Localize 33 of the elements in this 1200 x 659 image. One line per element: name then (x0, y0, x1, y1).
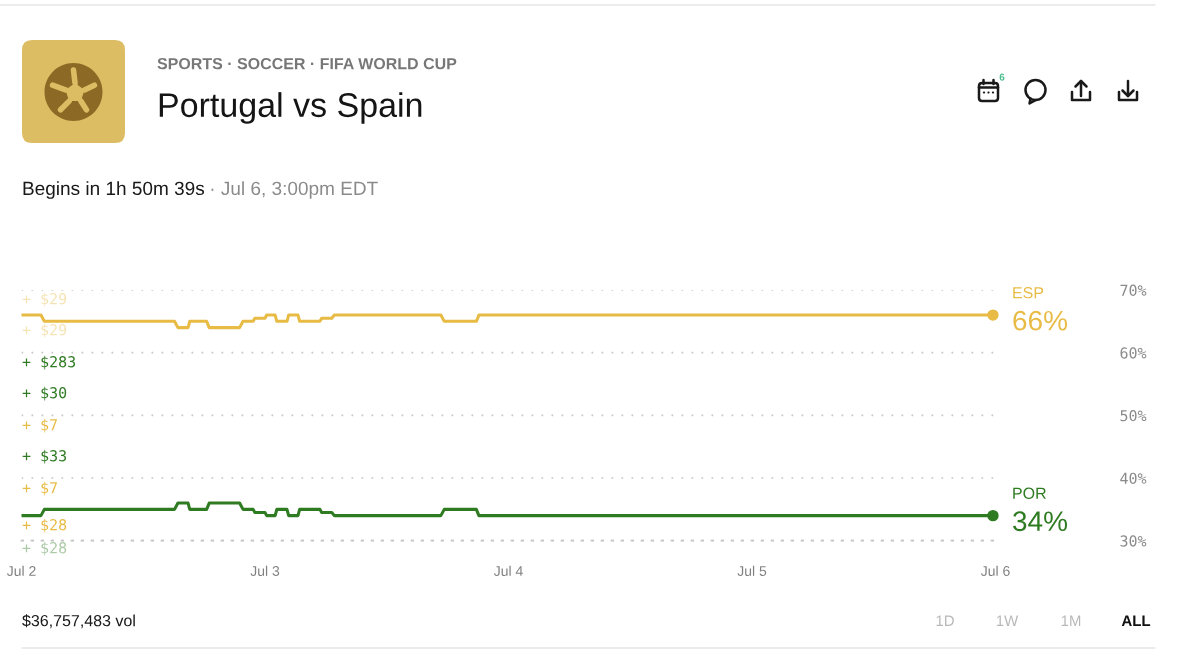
x-tick-label: Jul 5 (737, 565, 767, 576)
annotation: + $7 (22, 418, 57, 433)
y-tick-label: 70% (1120, 284, 1147, 296)
x-tick-label: Jul 4 (493, 565, 523, 576)
text: + $28 (22, 541, 67, 556)
annotation: + $30 (22, 386, 67, 401)
series-label: POR (1013, 487, 1046, 499)
x-tick-label: Jul 2 (6, 565, 36, 576)
y-tick-label: 60% (1120, 347, 1147, 359)
chart-subtitle: Begins in 1h 50m 39s (23, 181, 205, 199)
annotation: + $29 (22, 323, 67, 338)
data-label: 66% (1013, 310, 1068, 331)
annotation: + $29 (22, 292, 67, 307)
text: $36,757,483 vol (22, 614, 135, 629)
x-tick-label: Jul 3 (250, 565, 280, 576)
annotation: + $33 (22, 449, 67, 464)
text: 6 (999, 73, 1005, 81)
y-tick-label: 30% (1120, 535, 1147, 547)
text: 1D (936, 615, 954, 626)
text: SPORTS · SOCCER · FIFA WORLD CUP (157, 57, 457, 70)
annotation: + $283 (22, 355, 76, 370)
x-tick-label: Jul 6 (980, 565, 1010, 576)
series-label: ESP (1013, 287, 1044, 299)
y-tick-label: 50% (1120, 409, 1147, 422)
annotation: + $28 (22, 518, 67, 533)
data-label: 34% (1013, 511, 1068, 532)
text: ALL (1121, 615, 1151, 626)
text: · Jul 6, 3:00pm EDT (211, 181, 378, 199)
chart-title: Portugal vs Spain (159, 92, 422, 124)
text: 1M (1061, 615, 1081, 626)
annotation: + $7 (22, 481, 57, 496)
y-tick-label: 40% (1120, 472, 1147, 484)
text: 1W (996, 615, 1019, 626)
